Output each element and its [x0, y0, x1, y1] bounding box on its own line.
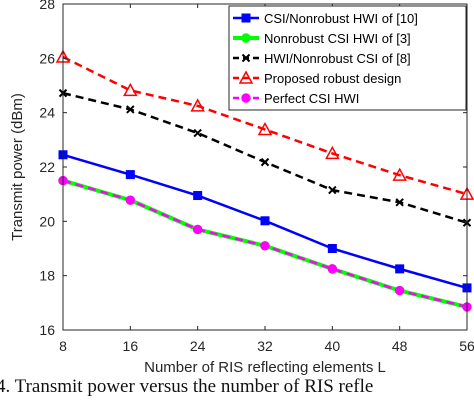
y-tick-label: 18 [39, 268, 55, 284]
legend-entry-5: Perfect CSI HWI [233, 91, 359, 106]
y-axis-title: Transmit power (dBm) [9, 93, 26, 241]
series-3-point [126, 105, 135, 114]
y-tick-label: 28 [39, 0, 55, 12]
series-5-point [125, 195, 136, 205]
series-3-point [328, 185, 337, 195]
series-3-point [260, 157, 270, 167]
y-tick-label: 26 [39, 50, 55, 66]
series-4-point [325, 145, 340, 160]
x-tick-label: 16 [123, 338, 139, 354]
series-3-point [395, 198, 404, 207]
x-tick-label: 48 [392, 338, 408, 354]
x-tick-label: 40 [325, 338, 341, 354]
legend-label-1: CSI/Nonrobust HWI of [10] [264, 11, 418, 26]
series-1-point [125, 170, 135, 180]
legend: CSI/Nonrobust HWI of [10] Nonrobust CSI H… [228, 5, 467, 111]
y-tick-label: 22 [39, 159, 55, 175]
legend-marker-2 [241, 33, 251, 43]
y-tick-label: 24 [39, 105, 55, 121]
legend-label-3: HWI/Nonrobust CSI of [8] [264, 51, 411, 66]
legend-entry-3: HWI/Nonrobust CSI of [8] [233, 51, 411, 66]
series-4-point [392, 167, 407, 181]
series-4-point [123, 82, 138, 97]
series-1-point [260, 216, 270, 226]
legend-marker-4 [238, 70, 254, 84]
legend-entry-1: CSI/Nonrobust HWI of [10] [233, 11, 418, 26]
legend-marker-3 [241, 53, 251, 63]
legend-entry-2: Nonrobust CSI HWI of [3] [233, 31, 411, 46]
figure-caption: 4. Transmit power versus the number of R… [0, 376, 474, 401]
x-tick-label: 8 [59, 338, 67, 354]
series-3-point [193, 128, 202, 138]
legend-label-5: Perfect CSI HWI [264, 91, 359, 106]
plot-content [55, 49, 474, 312]
series-5-point [260, 241, 270, 251]
series-5-point [192, 224, 203, 235]
legend-label-2: Nonrobust CSI HWI of [3] [264, 31, 411, 46]
legend-entry-4: Proposed robust design [233, 70, 401, 86]
series-1-point [395, 264, 405, 274]
x-tick-label: 24 [190, 338, 206, 354]
y-tick-label: 16 [39, 322, 55, 338]
legend-box [228, 5, 467, 111]
series-5-point [394, 285, 405, 296]
y-tick-label: 20 [39, 213, 55, 229]
x-axis-title: Number of RIS reflecting elements L [144, 359, 386, 376]
legend-marker-5 [241, 93, 251, 103]
series-1-point [327, 244, 337, 253]
x-tick-label: 32 [257, 338, 273, 354]
figure-caption-text: 4. Transmit power versus the number of R… [0, 376, 374, 397]
series-3 [58, 88, 472, 227]
series-5 [58, 175, 472, 312]
series-4-point [190, 98, 205, 112]
legend-label-4: Proposed robust design [264, 71, 401, 86]
series-1-point [193, 191, 203, 201]
series-line-4 [62, 55, 468, 196]
legend-marker-1 [241, 13, 251, 23]
x-tick-label: 56 [459, 338, 474, 354]
series-4-point [257, 121, 273, 136]
series-5-point [327, 264, 338, 274]
